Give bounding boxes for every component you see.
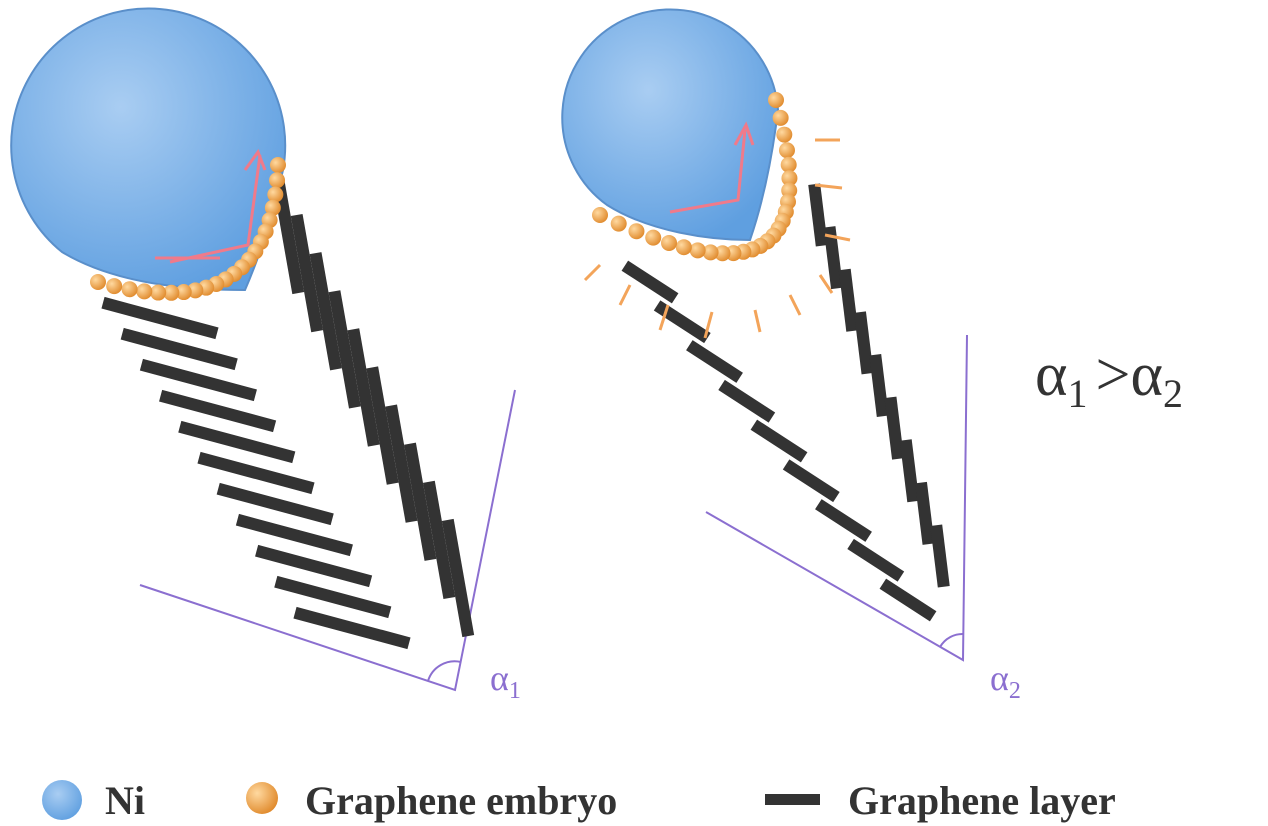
symbol: α — [490, 658, 509, 698]
ni-particle — [11, 9, 285, 290]
growth-arrow — [620, 285, 630, 305]
angle-lines — [140, 335, 967, 690]
symbol: α — [1035, 341, 1067, 409]
legend-layer-icon — [765, 794, 820, 805]
graphene-embryo — [776, 127, 792, 143]
graphene-embryo — [122, 281, 138, 297]
legend: Ni Graphene embryo Graphene layer — [42, 778, 1116, 823]
legend-ni-icon — [42, 780, 82, 820]
graphene-layer — [178, 421, 295, 463]
angle-label: α2 — [990, 658, 1021, 704]
graphene-layer — [274, 576, 391, 618]
angle-label: α1 — [490, 658, 521, 704]
legend-label: Graphene embryo — [305, 778, 617, 823]
subscript: 2 — [1163, 371, 1183, 416]
symbol: α — [1130, 341, 1162, 409]
graphene-embryo — [150, 285, 166, 301]
graphene-layer — [217, 483, 334, 525]
graphene-embryo — [690, 242, 706, 258]
subscript: 1 — [509, 678, 521, 704]
legend-label: Graphene layer — [848, 778, 1116, 823]
growth-arrow — [790, 295, 800, 315]
graphene-embryo — [270, 157, 286, 173]
graphene-embryo — [628, 223, 644, 239]
graphene-layer — [121, 328, 238, 370]
graphene-layer — [718, 380, 775, 423]
graphene-layer — [783, 459, 840, 502]
graphene-embryo — [773, 110, 789, 126]
angle-arc — [940, 634, 964, 647]
legend-label: Ni — [105, 778, 145, 823]
graphene-layer — [622, 261, 679, 304]
graphene-embryo — [106, 278, 122, 294]
growth-arrow — [755, 310, 760, 332]
graphene-layer — [686, 340, 743, 383]
graphene-embryo — [645, 230, 661, 246]
legend-embryo-icon — [246, 782, 278, 814]
graphene-layer — [751, 420, 808, 463]
angle-arc — [428, 661, 461, 681]
operator: > — [1095, 341, 1130, 409]
graphene-embryo — [611, 216, 627, 232]
graphene-layer — [140, 359, 257, 401]
graphene-layer — [930, 524, 949, 587]
graphene-layer — [847, 539, 904, 582]
graphene-embryo — [768, 92, 784, 108]
graphene-layer — [880, 579, 937, 622]
graphene-layer — [815, 499, 872, 542]
graphene-embryo — [661, 235, 677, 251]
graphene-embryo — [676, 239, 692, 255]
scene — [11, 9, 967, 690]
diagram: α1 α2 α1>α2 Ni Graphene embryo Graphene … — [0, 0, 1268, 826]
graphene-embryo — [592, 207, 608, 223]
graphene-embryo — [269, 172, 285, 188]
graphene-embryo — [267, 186, 283, 202]
graphene-layer — [159, 390, 276, 432]
graphene-layer — [197, 452, 314, 494]
graphene-embryo — [136, 283, 152, 299]
growth-arrow — [585, 265, 600, 280]
graphene-embryo — [90, 274, 106, 290]
subscript: 2 — [1009, 678, 1021, 704]
comparison: α1>α2 — [1035, 341, 1183, 416]
subscript: 1 — [1067, 371, 1087, 416]
page: α1 α2 α1>α2 Ni Graphene embryo Graphene … — [0, 0, 1268, 826]
graphene-layer — [255, 545, 372, 587]
graphene-layer — [101, 297, 218, 339]
symbol: α — [990, 658, 1009, 698]
graphene-embryo — [779, 142, 795, 158]
graphene-layer — [236, 514, 353, 556]
